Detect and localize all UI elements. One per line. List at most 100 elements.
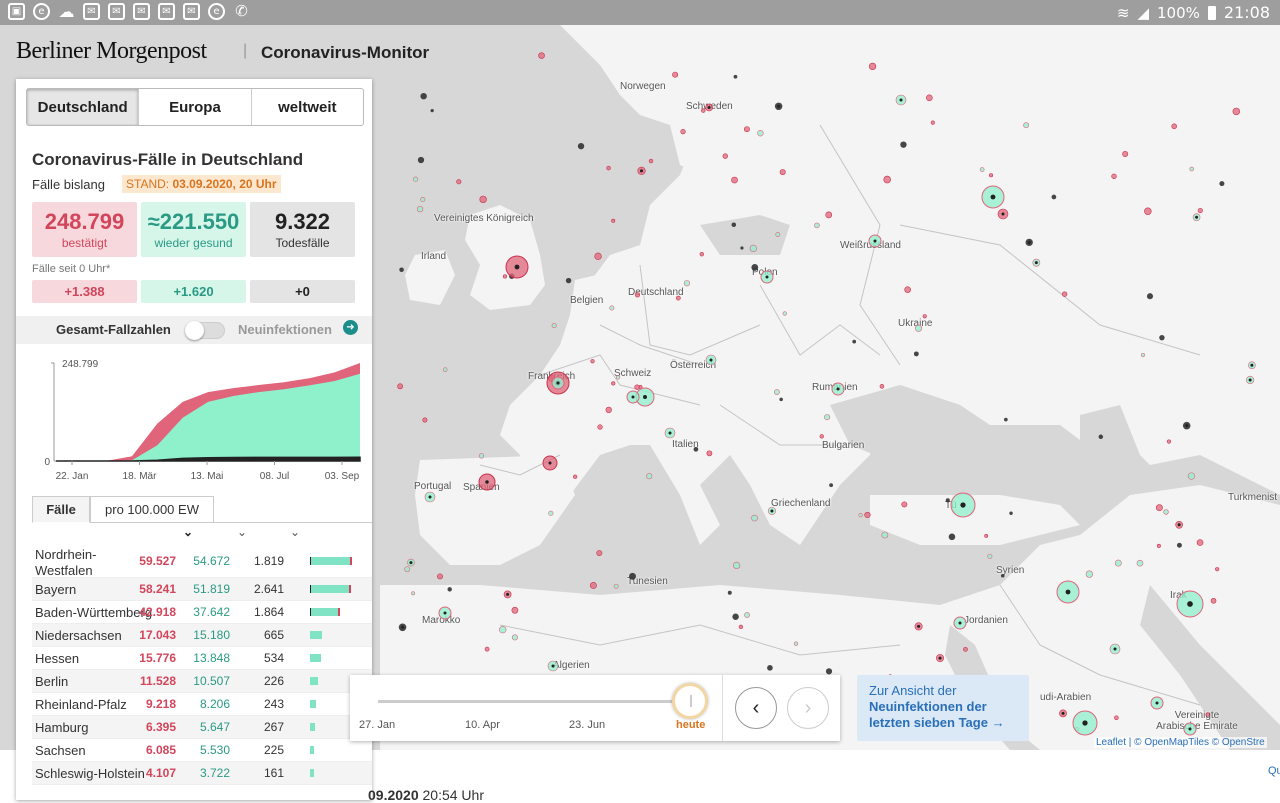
info-arrow-icon[interactable]: ➜ [343, 320, 358, 335]
state-confirmed: 6.395 [145, 720, 176, 734]
sort-deaths-chevron-down-icon[interactable]: ⌄ [290, 525, 301, 539]
map-label: Schweden [686, 101, 733, 112]
map-label: Rumänien [812, 382, 858, 393]
phone-icon: ✆ [235, 2, 248, 20]
table-row[interactable]: Schleswig-Holstein 4.107 3.722 161 [32, 762, 372, 785]
state-confirmed: 58.241 [139, 582, 176, 596]
brand-logo[interactable]: Berliner Morgenpost [16, 38, 207, 64]
article-time: 20:54 Uhr [422, 787, 484, 803]
previous-button[interactable]: ‹ [735, 687, 777, 729]
toggle-label-new[interactable]: Neuinfektionen [238, 322, 332, 337]
deaths-box: 9.322 Todesfälle [250, 202, 355, 257]
table-row[interactable]: Hamburg 6.395 5.647 267 [32, 716, 372, 739]
slider-tick: 10. Apr [465, 719, 500, 731]
table-row[interactable]: Niedersachsen 17.043 15.180 665 [32, 624, 372, 647]
state-recovered: 5.530 [199, 743, 230, 757]
tab-deutschland[interactable]: Deutschland [27, 89, 140, 125]
status-right: ≋ ◢ 100% 21:08 [1117, 3, 1270, 22]
state-name: Hessen [35, 651, 80, 666]
battery-icon [1207, 5, 1216, 20]
state-bar [310, 585, 352, 593]
region-tabs: Deutschland Europa weltweit [26, 88, 364, 126]
mode-toggle[interactable] [185, 321, 225, 340]
table-row[interactable]: Hessen 15.776 13.848 534 [32, 647, 372, 670]
battery-percent: 100% [1157, 3, 1200, 22]
map-label: Algerien [553, 660, 590, 671]
sort-recovered-chevron-down-icon[interactable]: ⌄ [237, 525, 248, 539]
recovered-box: ≈221.550 wieder gesund [141, 202, 246, 257]
e-icon: e [208, 3, 225, 20]
state-bar [310, 723, 315, 731]
e-icon: e [33, 3, 50, 20]
tab-per-100k[interactable]: pro 100.000 EW [90, 496, 214, 523]
mail-icon: ✉ [158, 3, 175, 20]
seven-day-view-link[interactable]: Zur Ansicht der Neuinfektionen der letzt… [857, 675, 1029, 741]
clock: 21:08 [1223, 3, 1270, 22]
stand-label: STAND: [126, 177, 170, 191]
slider-tick-today: heute [676, 719, 706, 731]
mode-toggle-row: Gesamt-Fallzahlen Neuinfektionen ➜ [16, 316, 372, 344]
map-label: Irland [421, 251, 447, 262]
x-tick-label: 03. Sep [325, 471, 360, 482]
state-confirmed: 6.085 [145, 743, 176, 757]
sort-row: ⌄ ⌄ ⌄ [32, 525, 372, 543]
state-name: Niedersachsen [35, 628, 122, 643]
recovered-value: ≈221.550 [147, 209, 240, 234]
state-recovered: 13.848 [193, 651, 230, 665]
next-button[interactable]: › [787, 687, 829, 729]
state-recovered: 3.722 [199, 766, 230, 780]
map-label: Schweiz [614, 368, 652, 379]
table-row[interactable]: Berlin 11.528 10.507 226 [32, 670, 372, 693]
stat-tabs: Fälle pro 100.000 EW [32, 496, 372, 523]
state-table: Nordrhein-Westfalen 59.527 54.672 1.819 Baye… [32, 545, 372, 785]
tab-faelle[interactable]: Fälle [32, 496, 90, 523]
state-deaths: 2.641 [253, 582, 284, 596]
slider-tick: 27. Jan [359, 719, 396, 731]
map-label: Griechenland [771, 498, 831, 509]
state-deaths: 225 [263, 743, 284, 757]
status-badge: STAND: 03.09.2020, 20 Uhr [122, 175, 281, 193]
state-confirmed: 42.918 [139, 605, 176, 619]
map-attribution[interactable]: Leaflet | © OpenMapTiles © OpenStre [1094, 737, 1267, 748]
map-label: Portugal [414, 481, 452, 492]
cases-chart: 248.799 0 22. Jan 18. Mär 13. Mai 08. Jul 03. … [44, 359, 361, 482]
map-label: Spanien [463, 482, 500, 493]
toggle-knob[interactable] [185, 321, 204, 340]
mail-icon: ✉ [83, 3, 100, 20]
confirmed-value: 248.799 [44, 209, 125, 234]
tab-europa[interactable]: Europa [139, 89, 252, 125]
map-label: Österreich [670, 360, 717, 371]
table-row[interactable]: Rheinland-Pfalz 9.218 8.206 243 [32, 693, 372, 716]
state-confirmed: 15.776 [139, 651, 176, 665]
map-label: Weißrussland [840, 240, 901, 251]
chart-series-area [56, 373, 360, 461]
map-label: Italien [672, 439, 699, 450]
sort-confirmed-chevron-down-icon[interactable]: ⌄ [183, 525, 194, 539]
state-confirmed: 11.528 [139, 674, 176, 688]
state-bar [310, 654, 322, 662]
confirmed-box: 248.799 bestätigt [32, 202, 137, 257]
state-deaths: 267 [263, 720, 284, 734]
table-row[interactable]: Bayern 58.241 51.819 2.641 [32, 578, 372, 601]
state-bar [310, 700, 317, 708]
map-label: Norwegen [620, 81, 666, 92]
state-name: Rheinland-Pfalz [35, 697, 127, 712]
time-slider-handle[interactable] [672, 683, 708, 719]
state-deaths: 534 [263, 651, 284, 665]
time-slider-track[interactable] [378, 700, 688, 703]
state-confirmed: 9.218 [145, 697, 176, 711]
toggle-label-total[interactable]: Gesamt-Fallzahlen [56, 322, 171, 337]
map-label: udi-Arabien [1040, 692, 1092, 703]
y-tick-label: 248.799 [62, 359, 99, 370]
source-link[interactable]: Qu [1268, 765, 1280, 777]
state-name: Baden-Württemberg [35, 605, 153, 620]
table-row[interactable]: Sachsen 6.085 5.530 225 [32, 739, 372, 762]
map-label: Bulgarien [822, 440, 865, 451]
tab-weltweit[interactable]: weltweit [278, 98, 337, 116]
state-confirmed: 4.107 [145, 766, 176, 780]
table-row[interactable]: Baden-Württemberg 42.918 37.642 1.864 [32, 601, 372, 624]
table-row[interactable]: Nordrhein-Westfalen 59.527 54.672 1.819 [32, 545, 372, 578]
android-status-bar: ▣ e ☁ ✉ ✉ ✉ ✉ ✉ e ✆ ≋ ◢ 100% 21:08 [0, 0, 1280, 25]
y-tick-label: 0 [44, 457, 50, 468]
x-tick-label: 13. Mai [191, 471, 224, 482]
